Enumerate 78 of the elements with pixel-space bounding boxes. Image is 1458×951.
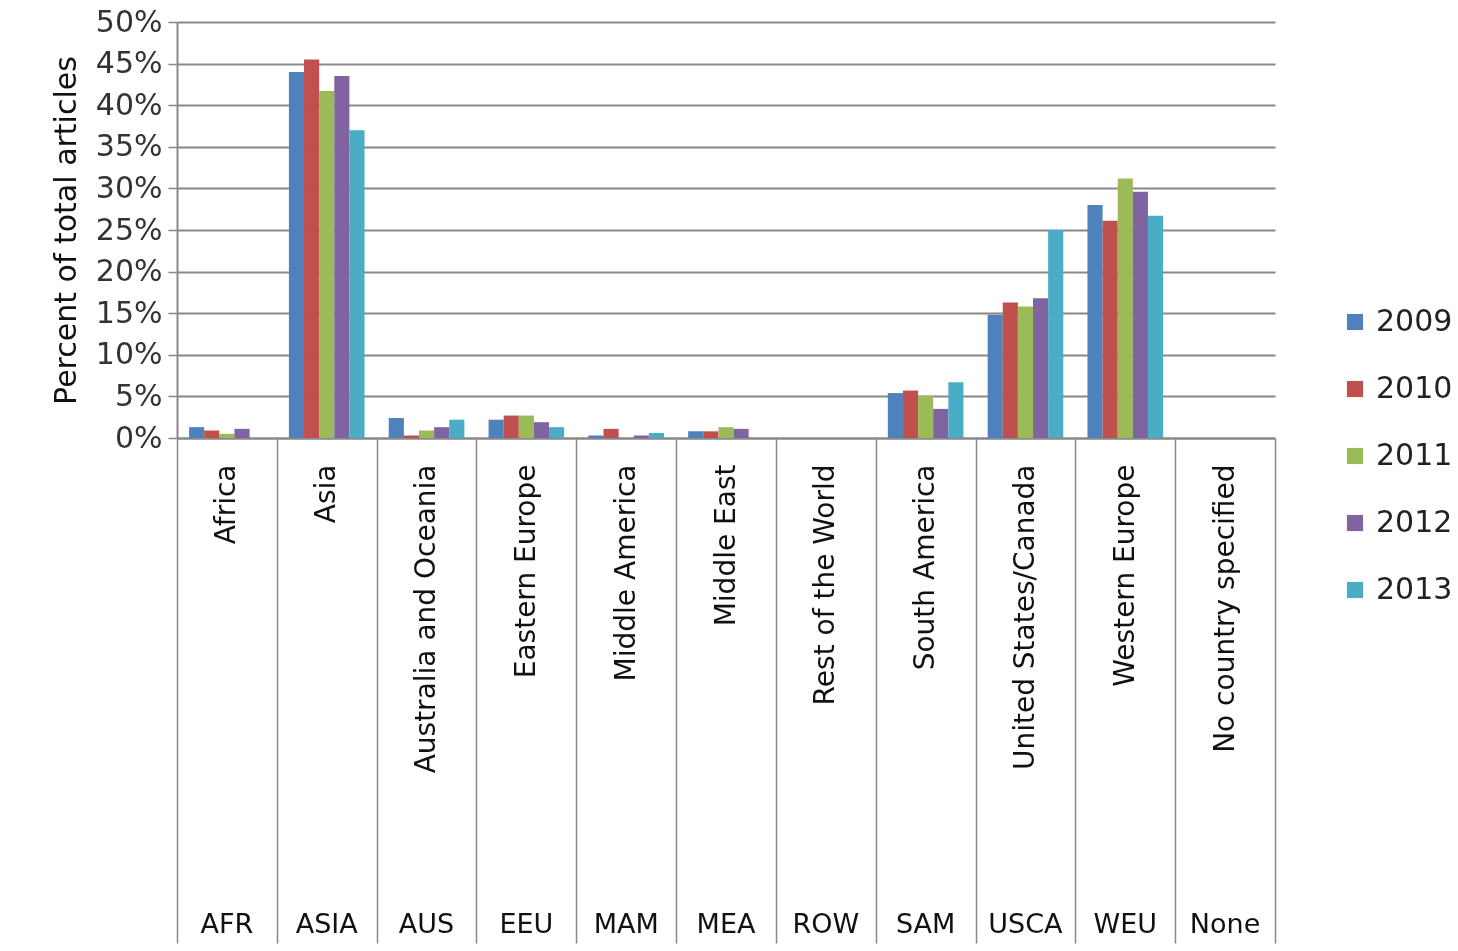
bar — [334, 76, 350, 438]
y-tick-label: 40% — [95, 86, 163, 122]
bar — [948, 382, 964, 438]
text: AUS — [398, 908, 455, 939]
bar — [304, 59, 320, 438]
x-tick-label: United States/Canada — [1007, 464, 1041, 771]
bar — [189, 427, 205, 438]
bar — [1102, 220, 1118, 438]
bar — [1048, 230, 1064, 438]
bar — [1087, 205, 1103, 438]
x-tick-label: Rest of the World — [808, 464, 842, 706]
bar — [234, 428, 250, 438]
bar — [488, 419, 504, 438]
bar — [349, 130, 365, 438]
bar — [918, 395, 934, 438]
text: USCA — [988, 908, 1064, 939]
y-axis-title: Percent of total articles — [47, 56, 83, 405]
bar — [1132, 191, 1148, 438]
text: None — [1189, 908, 1261, 939]
y-tick-label: 0% — [114, 419, 163, 455]
bar — [503, 415, 519, 438]
bar — [288, 71, 305, 438]
text: MEA — [696, 908, 756, 939]
bar — [549, 427, 565, 438]
text: WEU — [1093, 908, 1158, 939]
y-tick-label: 35% — [95, 128, 163, 164]
y-tick-label: 20% — [95, 253, 163, 289]
bar — [518, 415, 534, 438]
bar — [1117, 178, 1133, 438]
y-tick-label: 10% — [95, 336, 163, 372]
x-tick-label: Eastern Europe — [508, 464, 542, 679]
text: ASIA — [295, 908, 359, 939]
bar — [648, 433, 664, 438]
text: SAM — [895, 908, 956, 939]
bar — [718, 427, 734, 438]
x-tick-label: Middle America — [608, 464, 642, 682]
x-tick-label: Western Europe — [1107, 464, 1141, 687]
y-tick-label: 15% — [95, 294, 163, 330]
bar — [933, 408, 949, 438]
bar — [987, 314, 1003, 438]
y-tick-label: 45% — [95, 45, 163, 81]
bar — [887, 393, 903, 438]
x-tick-label: Asia — [309, 464, 343, 524]
bar — [733, 428, 749, 438]
bar — [703, 431, 719, 438]
x-tick-label: No country specified — [1207, 464, 1241, 753]
bar — [219, 433, 235, 438]
bar — [902, 390, 919, 438]
y-tick-label: 50% — [95, 3, 163, 39]
bar — [1017, 306, 1034, 438]
bar — [1033, 298, 1049, 438]
bar — [204, 430, 220, 438]
legend-label: 2013 — [1376, 571, 1453, 606]
x-tick-label: Africa — [209, 464, 243, 545]
text: ROW — [792, 908, 860, 939]
y-tick-label: 30% — [95, 169, 163, 205]
legend-label: 2011 — [1376, 437, 1453, 472]
bar — [1002, 302, 1018, 438]
legend-label: 2012 — [1376, 504, 1453, 539]
text: EEU — [499, 908, 554, 939]
x-tick-label: South America — [908, 464, 942, 671]
text: AFR — [200, 908, 254, 939]
legend-label: 2010 — [1376, 370, 1453, 405]
bar — [418, 430, 435, 438]
bar — [603, 428, 619, 438]
bar — [319, 91, 335, 438]
text: MAM — [593, 908, 659, 939]
bar — [533, 422, 550, 438]
bar — [434, 427, 450, 438]
x-tick-label: Australia and Oceania — [409, 464, 443, 774]
bar — [388, 418, 404, 438]
legend-label: 2009 — [1376, 303, 1453, 338]
y-tick-label: 25% — [95, 211, 163, 247]
x-tick-label: Middle East — [708, 464, 742, 627]
bar — [1147, 215, 1164, 438]
bar — [688, 431, 704, 438]
bar — [449, 419, 465, 438]
y-tick-label: 5% — [114, 377, 163, 413]
